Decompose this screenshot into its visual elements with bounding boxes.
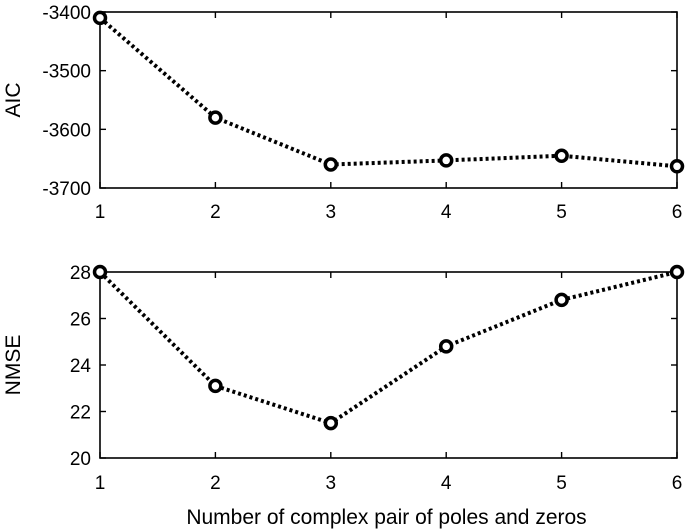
x-tick-label: 1 [95,202,106,223]
series-line [98,16,678,169]
axes-frame [99,271,678,459]
data-point-marker [554,292,569,308]
nmse-panel: 1 2 3 4 5 6 20 22 24 26 28 NMSE Number of complex pa… [2,263,685,529]
series-line [98,270,678,426]
y-tick-label: 26 [70,310,91,331]
x-tick-label: 5 [556,202,567,223]
axes-frame [99,11,678,189]
x-axis-label: Number of complex pair of poles and zero… [186,506,586,529]
data-point-marker [92,10,108,26]
data-point-marker [208,378,223,394]
y-tick-label: -3500 [42,62,91,83]
x-tick-label: 2 [210,473,221,494]
data-point-marker [208,110,223,125]
data-point-marker [438,153,454,168]
y-tick-label: 24 [70,356,92,377]
data-point-marker [92,264,108,280]
data-point-marker [323,157,339,172]
data-point-marker [323,415,339,431]
x-tick-label: 1 [95,473,106,494]
data-point-marker [438,339,454,354]
x-tick-label: 2 [210,202,221,223]
aic-panel: 1 2 3 4 5 6 -3400 -3500 -3600 -3700 AIC [2,3,685,223]
x-tick-label: 4 [441,202,452,223]
y-tick-label: 22 [70,403,91,424]
data-point-marker [669,159,685,174]
data-point-marker [554,148,569,163]
data-point-marker [669,264,685,280]
y-tick-label: 20 [70,449,91,470]
x-tick-label: 6 [672,473,683,494]
y-tick-label: 28 [70,263,91,284]
y-tick-label: -3400 [42,3,91,24]
x-tick-label: 5 [556,473,567,494]
y-axis-label: AIC [2,82,25,117]
y-tick-label: -3700 [42,179,91,200]
x-tick-label: 3 [326,473,337,494]
x-tick-label: 3 [326,202,337,223]
x-tick-label: 4 [441,473,452,494]
y-axis-label: NMSE [2,335,25,396]
x-tick-label: 6 [672,202,683,223]
y-tick-label: -3600 [42,120,91,141]
